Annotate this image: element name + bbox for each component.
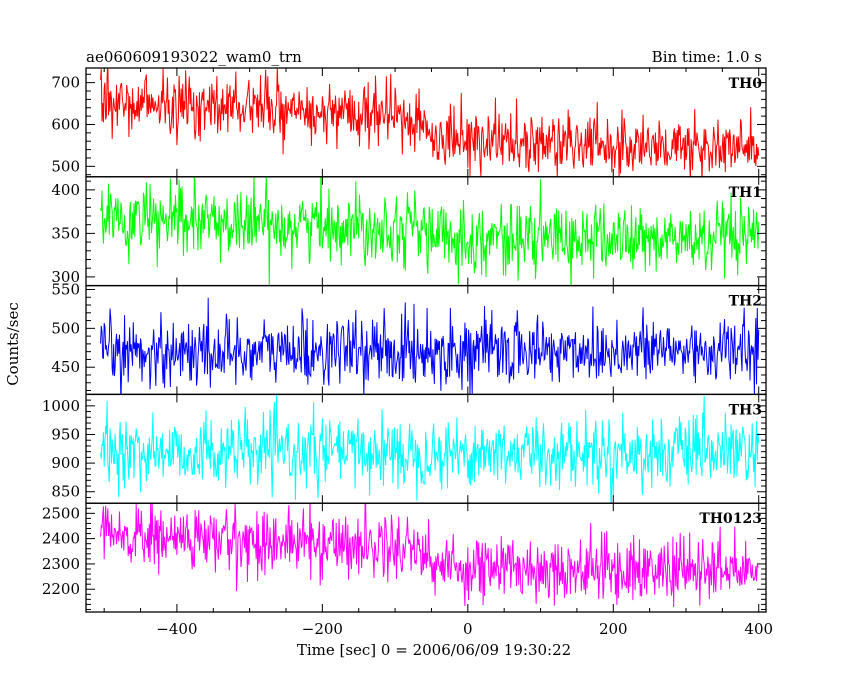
panel-label-th2: TH2: [729, 294, 762, 310]
y-tick-label: 850: [51, 483, 80, 501]
panel-th2: 450 500 550 TH2: [51, 280, 767, 396]
y-tick-label: 300: [51, 268, 80, 286]
y-tick-label: 2400: [42, 530, 80, 548]
series-line-th2: [100, 297, 760, 395]
y-tick-label: 2300: [42, 555, 80, 573]
y-tick-label: 400: [51, 181, 80, 199]
panel-frame: [85, 502, 767, 613]
x-tick-label: 400: [744, 620, 773, 638]
x-tick-label: −400: [156, 620, 197, 638]
x-axis-label: Time [sec] 0 = 2006/06/09 19:30:22: [297, 641, 571, 659]
x-tick-label: −200: [302, 620, 343, 638]
y-tick-label: 900: [51, 454, 80, 472]
y-tick-label: 450: [51, 358, 80, 376]
y-tick-label: 2200: [42, 580, 80, 598]
series-line-th3: [100, 394, 760, 504]
panel-th0123: 2200 2300 2400 2500 TH0123: [42, 502, 767, 613]
y-tick-label: 350: [51, 224, 80, 242]
panel-label-th3: TH3: [729, 402, 762, 418]
y-tick-label: 700: [51, 74, 80, 92]
y-tick-label: 500: [51, 157, 80, 175]
panel-label-th0123: TH0123: [699, 511, 762, 527]
chart-title: ae060609193022_wam0_trn: [86, 48, 302, 66]
series-line-th0123: [100, 503, 759, 608]
bin-time-label: Bin time: 1.0 s: [652, 48, 762, 66]
y-tick-label: 500: [51, 319, 80, 337]
y-tick-label: 950: [51, 425, 80, 443]
panel-th0: 500 600 700 TH0: [51, 67, 767, 178]
y-tick-label: 600: [51, 115, 80, 133]
panel-label-th1: TH1: [729, 185, 762, 201]
y-tick-label: 1000: [42, 397, 80, 415]
panels-group: 500 600 700 TH0 300 350 400 TH1 450 500 550 TH2 850 9…: [42, 67, 767, 613]
panel-th1: 300 350 400 TH1: [51, 176, 767, 287]
x-axis: −400 −200 0 200 400: [103, 68, 773, 638]
panel-label-th0: TH0: [729, 76, 763, 92]
y-axis-label: Counts/sec: [4, 302, 22, 386]
x-tick-label: 0: [463, 620, 473, 638]
x-tick-label: 200: [599, 620, 628, 638]
panel-th3: 850 900 950 1000 TH3: [42, 393, 767, 504]
series-line-th1: [100, 176, 760, 286]
y-tick-label: 550: [51, 280, 80, 298]
series-line-th0: [100, 68, 760, 177]
y-tick-label: 2500: [42, 504, 80, 522]
